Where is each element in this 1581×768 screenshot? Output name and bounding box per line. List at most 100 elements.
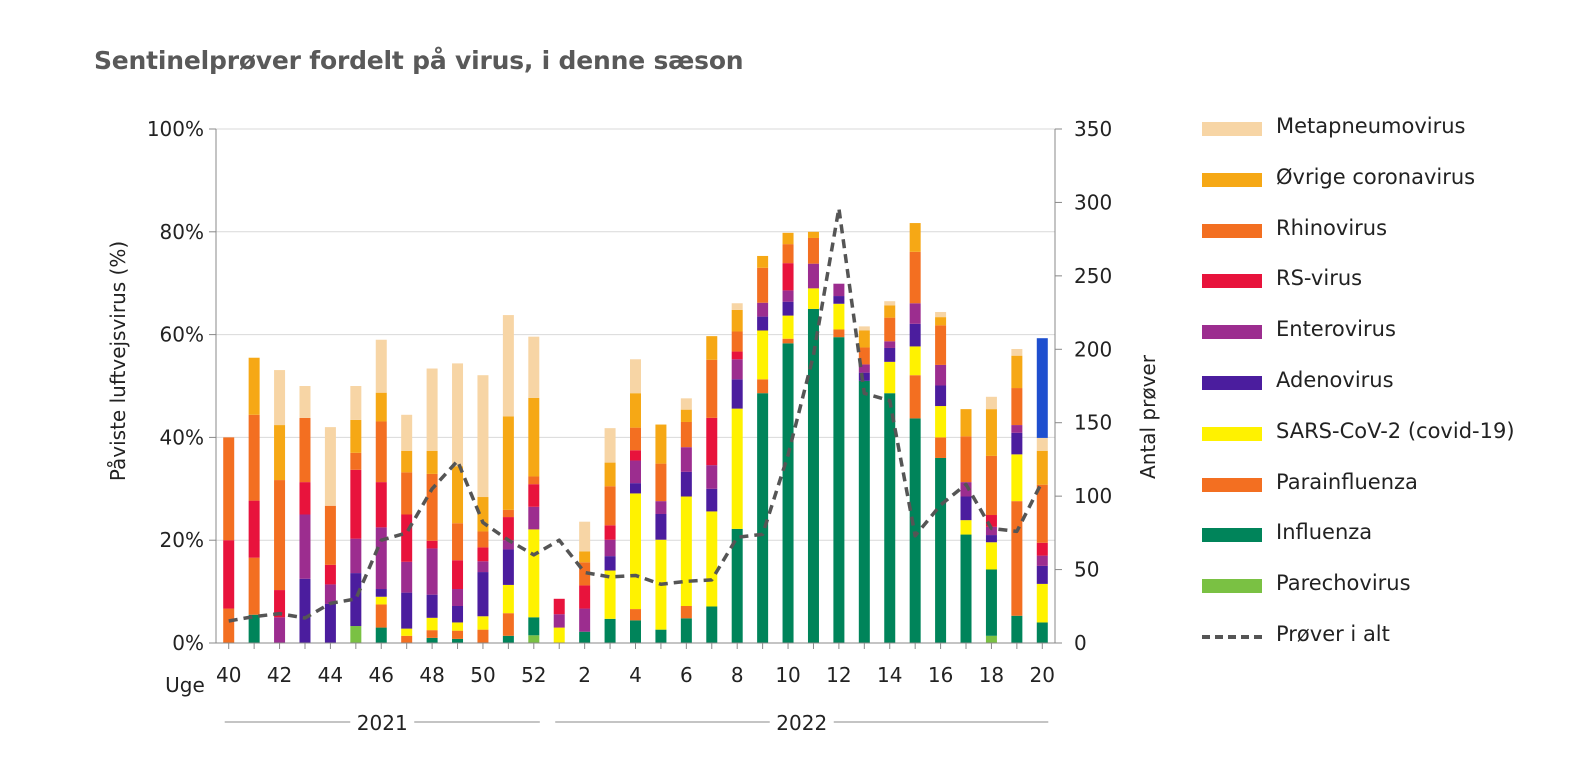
year-label: 2021 bbox=[357, 711, 408, 735]
x-tick-label: 20 bbox=[1030, 663, 1055, 687]
y-tick-label: 60% bbox=[160, 323, 204, 347]
bar-segment bbox=[401, 635, 413, 643]
bar-segment bbox=[680, 496, 692, 606]
bar-segment bbox=[375, 339, 387, 393]
bar-segment bbox=[350, 538, 362, 574]
bar-segment bbox=[630, 450, 641, 461]
bar-segment bbox=[807, 263, 819, 289]
bar-segment bbox=[833, 296, 845, 304]
bars bbox=[223, 223, 1048, 643]
bar-segment bbox=[985, 542, 997, 570]
bar-segment bbox=[909, 346, 921, 376]
bar-segment bbox=[528, 635, 540, 643]
bar-segment bbox=[680, 471, 692, 497]
bar-segment bbox=[706, 488, 718, 512]
y2-axis-title: Antal prøver bbox=[1136, 354, 1160, 479]
bar-segment bbox=[858, 326, 870, 331]
bar-segment bbox=[604, 462, 616, 487]
bar-segment bbox=[909, 223, 921, 252]
bar-segment bbox=[985, 526, 997, 536]
bar-segment bbox=[960, 436, 972, 483]
legend-label: SARS-CoV-2 (covid-19) bbox=[1276, 418, 1515, 443]
bar-segment bbox=[833, 337, 845, 643]
bar-segment bbox=[426, 617, 438, 631]
y2-tick-label: 100 bbox=[1074, 484, 1112, 508]
bar-segment bbox=[299, 417, 311, 483]
bar-segment bbox=[426, 637, 438, 643]
bar-segment bbox=[985, 409, 997, 456]
bar-segment bbox=[375, 421, 387, 483]
bar-segment bbox=[604, 428, 616, 463]
bar-segment bbox=[782, 301, 794, 316]
bar-segment bbox=[1011, 454, 1023, 502]
bar-segment bbox=[1011, 348, 1023, 356]
bar-segment bbox=[630, 620, 641, 643]
legend-label: RS-virus bbox=[1276, 266, 1363, 291]
bar-segment bbox=[1036, 437, 1048, 451]
legend-item: Prøver i alt bbox=[1202, 621, 1572, 651]
bar-segment bbox=[604, 556, 616, 571]
bar-segment bbox=[782, 315, 794, 339]
legend-swatch bbox=[1202, 223, 1262, 238]
bar-segment bbox=[350, 469, 362, 539]
legend-label: Parainfluenza bbox=[1276, 469, 1418, 494]
legend-label: Enterovirus bbox=[1276, 317, 1396, 342]
bar-segment bbox=[884, 347, 896, 362]
bar-segment bbox=[833, 303, 845, 330]
bar-segment bbox=[1011, 615, 1023, 643]
bar-segment bbox=[579, 608, 591, 632]
bar-segment bbox=[757, 393, 769, 643]
bar-segment bbox=[401, 414, 413, 451]
bar-segment bbox=[604, 618, 616, 643]
bar-segment bbox=[782, 290, 794, 302]
bar-segment bbox=[807, 237, 819, 264]
bar-segment bbox=[553, 627, 565, 643]
bar-segment bbox=[858, 347, 870, 365]
bar-segment bbox=[680, 398, 692, 410]
y-tick-label: 40% bbox=[160, 425, 204, 449]
bar-segment bbox=[452, 605, 464, 623]
bar-segment bbox=[731, 351, 743, 360]
x-tick-label: 4 bbox=[629, 663, 642, 687]
legend-swatch bbox=[1202, 579, 1262, 594]
bar-segment bbox=[884, 317, 896, 342]
bar-segment bbox=[935, 317, 947, 326]
x-tick-label: 48 bbox=[419, 663, 444, 687]
bar-segment bbox=[630, 427, 641, 451]
bar-segment bbox=[782, 338, 794, 344]
bar-segment bbox=[604, 525, 616, 540]
bar-segment bbox=[731, 359, 743, 380]
bar-segment bbox=[884, 301, 896, 306]
legend-swatch bbox=[1202, 325, 1262, 340]
bar-segment bbox=[985, 515, 997, 527]
legend-swatch bbox=[1202, 426, 1262, 441]
bar-segment bbox=[477, 497, 489, 532]
bar-segment bbox=[680, 421, 692, 448]
bar-segment bbox=[655, 463, 667, 502]
bar-segment bbox=[1036, 555, 1048, 566]
bar-segment bbox=[731, 408, 743, 529]
bar-segment bbox=[858, 372, 870, 381]
bar-segment bbox=[1036, 450, 1048, 485]
bar-segment bbox=[1011, 355, 1023, 389]
bar-segment bbox=[731, 528, 743, 643]
bar-segment bbox=[452, 363, 464, 467]
bar-segment bbox=[553, 614, 565, 628]
bar-segment bbox=[579, 562, 591, 586]
legend-label: Adenovirus bbox=[1276, 368, 1394, 392]
legend-label: Øvrige coronavirus bbox=[1276, 164, 1476, 189]
bar-segment bbox=[935, 385, 947, 407]
x-tick-label: 2 bbox=[578, 663, 591, 687]
y2-tick-label: 350 bbox=[1074, 117, 1112, 141]
bar-segment bbox=[248, 414, 260, 501]
legend-item: Enterovirus bbox=[1202, 316, 1572, 346]
x-tick-label: 14 bbox=[877, 663, 902, 687]
y2-tick-label: 0 bbox=[1074, 631, 1087, 655]
bar-segment bbox=[960, 496, 972, 521]
y2-tick-label: 200 bbox=[1074, 337, 1112, 361]
line-series bbox=[228, 206, 1044, 623]
x-tick-label: 6 bbox=[680, 663, 693, 687]
bar-segment bbox=[985, 455, 997, 516]
bar-segment bbox=[401, 472, 413, 515]
bar-segment bbox=[502, 517, 514, 541]
